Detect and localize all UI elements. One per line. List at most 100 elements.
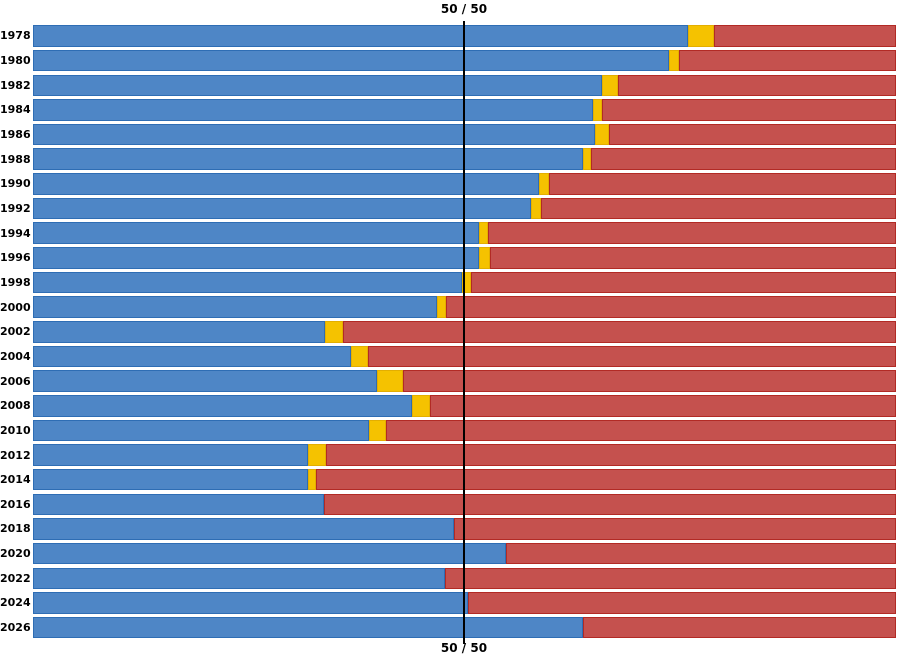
- chart-row: 2010: [0, 419, 900, 442]
- red-segment: [316, 468, 896, 491]
- year-label: 1990: [0, 177, 31, 191]
- red-segment: [609, 123, 896, 146]
- year-label: 1984: [0, 103, 31, 117]
- red-segment: [487, 222, 896, 244]
- red-segment: [601, 99, 896, 121]
- year-label: 2000: [0, 300, 31, 314]
- year-label: 2012: [0, 448, 31, 462]
- blue-segment: [33, 592, 468, 614]
- blue-segment: [33, 99, 594, 121]
- blue-segment: [33, 222, 480, 244]
- stacked-bar: [33, 444, 896, 466]
- yellow-segment: [461, 271, 471, 294]
- blue-segment: [33, 394, 412, 417]
- year-label: 2016: [0, 497, 31, 511]
- blue-segment: [33, 493, 324, 516]
- stacked-bar: [33, 542, 896, 565]
- red-segment: [403, 370, 896, 392]
- blue-segment: [33, 173, 539, 195]
- chart-row: 1994: [0, 222, 900, 244]
- stacked-bar: [33, 616, 896, 639]
- chart-row: 1978: [0, 25, 900, 47]
- red-segment: [454, 518, 896, 540]
- year-label: 1996: [0, 251, 31, 265]
- year-label: 1980: [0, 54, 31, 68]
- year-label: 2026: [0, 621, 31, 635]
- red-segment: [444, 567, 896, 590]
- yellow-segment: [324, 321, 343, 343]
- yellow-segment: [377, 370, 404, 392]
- chart-row: 1998: [0, 271, 900, 294]
- yellow-segment: [594, 123, 610, 146]
- stacked-bar: [33, 148, 896, 171]
- chart-row: 1988: [0, 148, 900, 171]
- chart-row: 2012: [0, 444, 900, 466]
- stacked-bar: [33, 394, 896, 417]
- blue-segment: [33, 74, 602, 97]
- yellow-segment: [669, 49, 680, 72]
- stacked-bar: [33, 49, 896, 72]
- blue-segment: [33, 468, 309, 491]
- blue-segment: [33, 197, 531, 220]
- stacked-bar: [33, 74, 896, 97]
- yellow-segment: [308, 444, 326, 466]
- year-label: 2024: [0, 596, 31, 610]
- red-segment: [618, 74, 896, 97]
- stacked-bar: [33, 296, 896, 318]
- chart-row: 1984: [0, 99, 900, 121]
- red-segment: [325, 444, 896, 466]
- fifty-fifty-label-top: 50 / 50: [440, 2, 488, 16]
- chart-row: 1996: [0, 247, 900, 269]
- stacked-bar: [33, 493, 896, 516]
- yellow-segment: [350, 345, 368, 368]
- stacked-bar: [33, 25, 896, 47]
- year-label: 1978: [0, 29, 31, 43]
- blue-segment: [33, 123, 595, 146]
- chart-row: 2000: [0, 296, 900, 318]
- stacked-bar: [33, 123, 896, 146]
- chart-row: 2024: [0, 592, 900, 614]
- chart-row: 1980: [0, 49, 900, 72]
- stacked-bar: [33, 567, 896, 590]
- stacked-bar: [33, 247, 896, 269]
- stacked-bar: [33, 99, 896, 121]
- red-segment: [591, 148, 896, 171]
- yellow-segment: [411, 394, 430, 417]
- blue-segment: [33, 25, 689, 47]
- yellow-segment: [436, 296, 446, 318]
- year-label: 2018: [0, 522, 31, 536]
- chart-row: 1986: [0, 123, 900, 146]
- yellow-segment: [530, 197, 542, 220]
- yellow-segment: [479, 247, 490, 269]
- year-label: 2006: [0, 374, 31, 388]
- blue-segment: [33, 271, 462, 294]
- chart-row: 2020: [0, 542, 900, 565]
- stacked-bar: [33, 271, 896, 294]
- blue-segment: [33, 542, 506, 565]
- red-segment: [582, 616, 896, 639]
- blue-segment: [33, 345, 351, 368]
- yellow-segment: [593, 99, 602, 121]
- chart-row: 2008: [0, 394, 900, 417]
- red-segment: [470, 271, 896, 294]
- chart-row: 2014: [0, 468, 900, 491]
- stacked-bar: [33, 468, 896, 491]
- red-segment: [541, 197, 896, 220]
- red-segment: [713, 25, 896, 47]
- red-segment: [323, 493, 896, 516]
- fifty-fifty-line: [463, 21, 465, 644]
- year-label: 1994: [0, 226, 31, 240]
- yellow-segment: [479, 222, 488, 244]
- stacked-bar: [33, 370, 896, 392]
- blue-segment: [33, 148, 583, 171]
- blue-segment: [33, 49, 670, 72]
- year-label: 2004: [0, 349, 31, 363]
- year-label: 1982: [0, 78, 31, 92]
- red-segment: [429, 394, 896, 417]
- blue-segment: [33, 247, 480, 269]
- stacked-bar: [33, 592, 896, 614]
- stacked-bar: [33, 321, 896, 343]
- red-segment: [679, 49, 896, 72]
- year-label: 1988: [0, 152, 31, 166]
- year-label: 1998: [0, 275, 31, 289]
